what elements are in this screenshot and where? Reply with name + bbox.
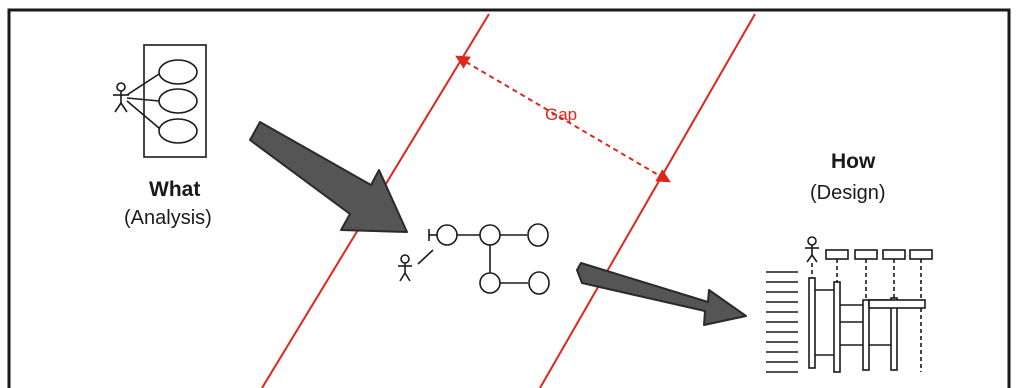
actor-icon <box>398 254 412 282</box>
how-subtitle: (Design) <box>810 182 886 204</box>
transition-arrow-analysis <box>249 121 408 233</box>
actor-icon <box>113 82 129 113</box>
use-case-diagram-icon <box>113 44 207 158</box>
gap-label: Gap <box>545 105 577 124</box>
robustness-diagram-icon <box>398 223 550 295</box>
what-subtitle: (Analysis) <box>124 207 212 229</box>
sequence-diagram-icon <box>766 236 933 373</box>
actor-icon <box>805 236 819 263</box>
gap-boundary-line-right <box>539 13 756 388</box>
transition-arrow-design <box>576 262 747 326</box>
how-title: How <box>831 150 876 173</box>
gap-arrow <box>455 55 671 183</box>
what-title: What <box>149 178 200 201</box>
diagram-frame <box>7 8 1011 388</box>
